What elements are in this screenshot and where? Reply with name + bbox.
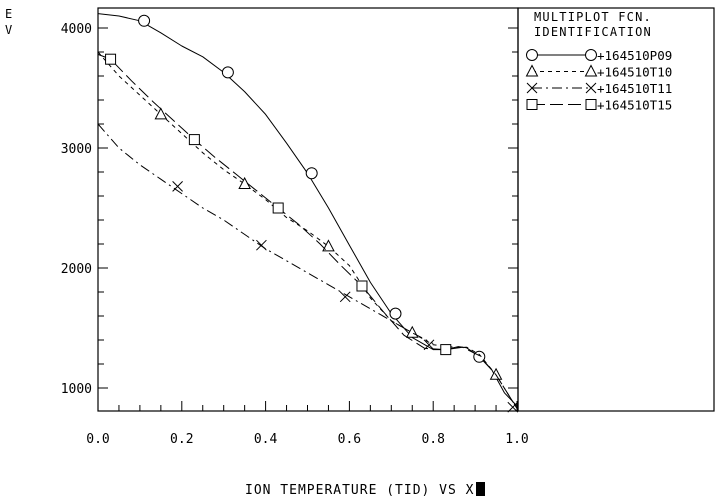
legend-marker-circle	[526, 49, 538, 61]
legend-marker-x	[526, 82, 538, 94]
legend-marker-circle	[585, 49, 597, 61]
legend-entry: +164510T11	[526, 81, 672, 96]
data-point-square	[188, 134, 200, 146]
x-tick-label: 0.0	[86, 432, 109, 447]
series-164510t10	[97, 51, 518, 409]
legend-entry-label: +164510T15	[597, 98, 672, 113]
x-tick-label: 0.8	[421, 432, 444, 447]
x-tick-label: 0.6	[338, 432, 361, 447]
series-layer	[97, 13, 519, 413]
data-point-x	[339, 291, 351, 303]
y-unit-letter-v: V	[5, 23, 13, 37]
text-cursor	[475, 482, 485, 496]
legend-marker-x	[585, 82, 597, 94]
legend-marker-square	[585, 99, 597, 110]
x-axis-label: ION TEMPERATURE (TID) VS X	[245, 482, 485, 498]
data-point-circle	[138, 14, 151, 27]
data-point-square	[356, 280, 368, 292]
y-tick-label: 3000	[61, 142, 92, 157]
data-point-circle	[389, 307, 402, 320]
legend-entry-label: +164510T10	[597, 65, 672, 80]
data-point-circle	[305, 167, 318, 180]
data-point-x	[256, 239, 267, 251]
data-point-square	[105, 53, 117, 65]
series-line	[97, 51, 518, 409]
plot-border	[97, 7, 519, 412]
legend-border	[517, 7, 715, 412]
y-tick-label: 4000	[61, 22, 92, 37]
data-point-triangle	[405, 325, 419, 338]
data-point-triangle	[489, 367, 503, 380]
legend-entry: +164510T15	[526, 98, 672, 113]
data-point-triangle	[322, 239, 335, 252]
series-line	[97, 13, 518, 407]
y-tick-label: 1000	[61, 382, 92, 397]
data-point-square	[272, 202, 284, 214]
legend-entry: +164510P09	[526, 48, 672, 63]
y-axis-ticks: 1000 2000 3000 4000	[61, 22, 518, 397]
series-164510t15	[97, 53, 518, 409]
data-point-square	[440, 344, 452, 356]
legend-entry: +164510T10	[525, 64, 672, 80]
x-tick-label: 0.4	[254, 432, 278, 447]
legend-entry-label: +164510P09	[597, 48, 672, 63]
legend-marker-square	[526, 99, 538, 110]
legend-title-line-1: MULTIPLOT FCN.	[534, 10, 652, 24]
data-point-triangle	[238, 176, 251, 189]
legend-marker-triangle	[525, 64, 539, 77]
x-axis-label-text: ION TEMPERATURE (TID) VS X	[245, 483, 475, 498]
data-point-triangle	[154, 107, 168, 120]
x-tick-label: 0.2	[170, 432, 193, 447]
y-tick-label: 2000	[61, 262, 92, 277]
x-tick-label: 1.0	[505, 432, 528, 447]
legend-marker-triangle	[584, 64, 598, 77]
y-unit-letter-e: E	[5, 7, 13, 21]
data-point-x	[172, 181, 183, 192]
legend: +164510P09 +164510T10+164510T11 +164510T15	[525, 48, 672, 113]
series-164510p09	[97, 13, 518, 407]
series-line	[97, 53, 518, 409]
legend-title-line-2: IDENTIFICATION	[534, 25, 652, 39]
legend-entry-label: +164510T11	[597, 81, 672, 96]
data-point-circle	[221, 66, 234, 79]
data-point-x	[507, 401, 519, 413]
x-axis-ticks: 0.0 0.2 0.4 0.6 0.8 1.0	[86, 401, 529, 447]
series-164510t11	[97, 123, 519, 413]
